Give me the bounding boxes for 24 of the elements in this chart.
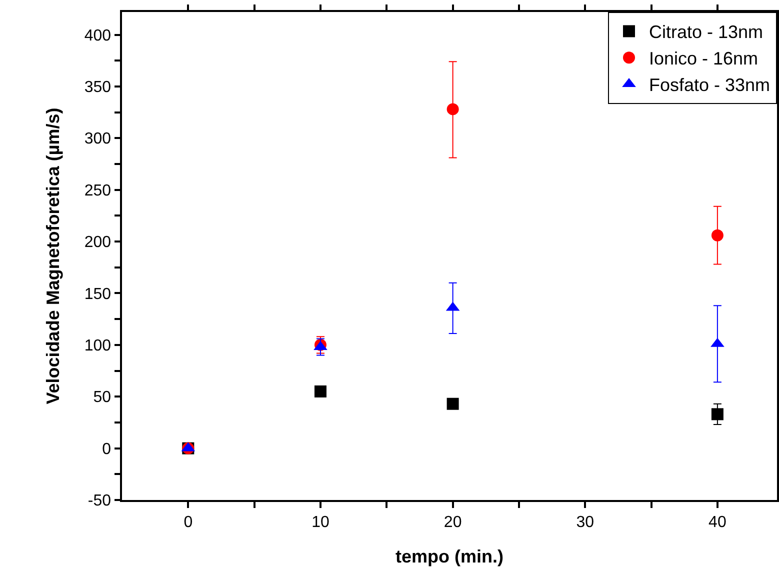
- y-tick-label: 100: [84, 338, 112, 355]
- y-tick-label: 50: [93, 389, 112, 406]
- y-tick-label: 250: [84, 182, 112, 200]
- legend-label: Citrato - 13nm: [649, 22, 764, 42]
- legend-label: Ionico - 16nm: [649, 48, 758, 69]
- y-tick-label: 400: [84, 27, 112, 44]
- y-tick-label: -50: [88, 492, 112, 510]
- x-tick-label: 40: [708, 514, 726, 531]
- x-tick-label: 0: [184, 514, 193, 531]
- point: [446, 103, 459, 116]
- x-tick-label: 30: [576, 514, 594, 531]
- x-tick-label: 10: [312, 514, 330, 531]
- y-tick-label: 200: [84, 234, 112, 252]
- y-axis-title: Velocidade Magnetoforetica (µm/s): [43, 108, 64, 404]
- point: [446, 398, 459, 410]
- y-tick-label: 300: [84, 130, 112, 148]
- x-axis-title: tempo (min.): [396, 546, 504, 567]
- y-tick-label: 0: [102, 440, 112, 458]
- point: [711, 408, 724, 420]
- x-tick-label: 20: [444, 514, 462, 531]
- point: [711, 229, 724, 242]
- y-tick-label: 150: [84, 286, 112, 303]
- y-tick-label: 350: [84, 79, 112, 96]
- legend-label: Fosfato - 33nm: [649, 75, 770, 96]
